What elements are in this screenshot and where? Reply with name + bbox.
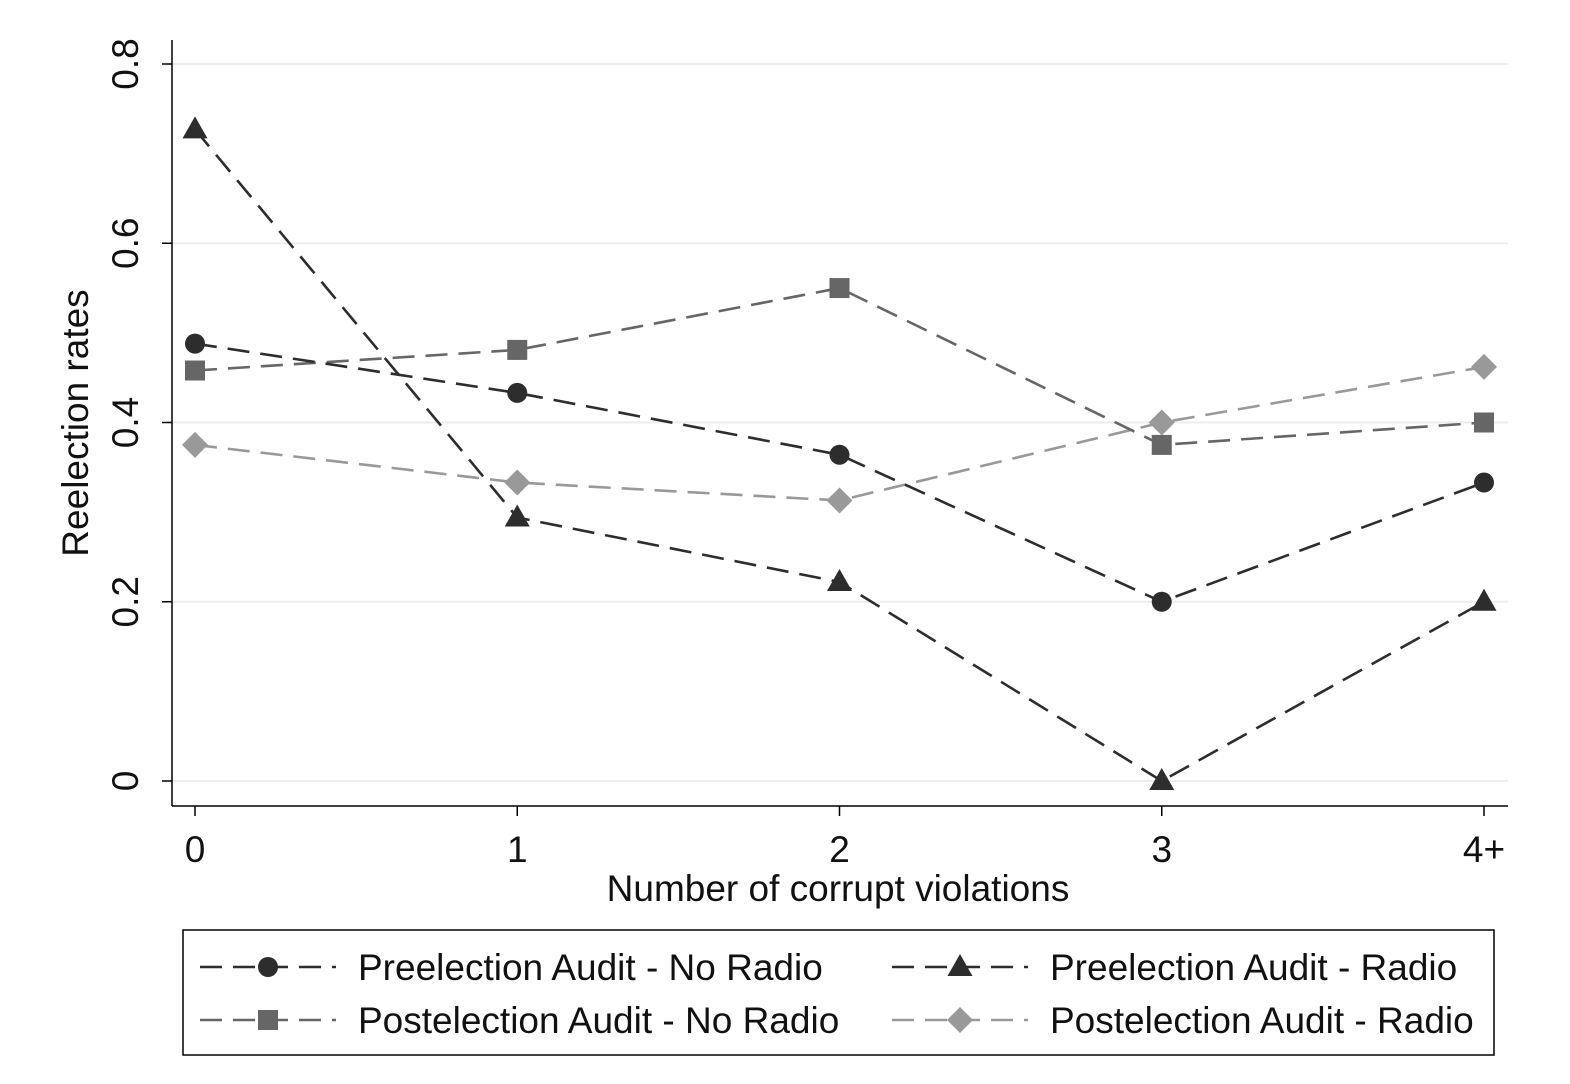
legend-label: Preelection Audit - Radio (1050, 947, 1457, 988)
data-point (1474, 472, 1494, 493)
data-point (1151, 591, 1172, 612)
x-tick-label: 0 (185, 829, 206, 870)
legend: Preelection Audit - No Radio Preelection … (182, 929, 1495, 1056)
legend-label: Postelection Audit - No Radio (358, 1000, 839, 1041)
data-point (1471, 353, 1497, 380)
data-point (827, 569, 852, 592)
legend-marker (258, 1010, 278, 1030)
y-tick-label: 0.2 (105, 576, 146, 627)
series-3 (185, 278, 1494, 455)
data-point (1149, 768, 1175, 790)
series-line (194, 365, 1485, 502)
data-point (1148, 409, 1175, 436)
legend-item: Postelection Audit - Radio (892, 1000, 1474, 1041)
series-line (194, 342, 1485, 604)
legend-marker (947, 954, 973, 976)
x-tick-label: 2 (829, 829, 850, 870)
x-tick-label: 3 (1151, 829, 1172, 870)
y-tick-label: 0 (105, 771, 146, 792)
data-point (182, 431, 208, 458)
series-line (194, 286, 1485, 447)
legend-box (182, 929, 1495, 1056)
legend-label: Preelection Audit - No Radio (358, 947, 823, 988)
data-point (1151, 434, 1172, 455)
gridlines (172, 63, 1508, 782)
series (182, 116, 1497, 790)
legend-item: Preelection Audit - No Radio (200, 947, 823, 988)
series-4 (182, 353, 1497, 514)
data-point (504, 469, 531, 496)
legend-item: Postelection Audit - No Radio (200, 1000, 839, 1041)
data-point (185, 360, 205, 381)
y-tick-label: 0.4 (105, 397, 146, 448)
data-point (829, 278, 850, 299)
legend-marker (258, 957, 278, 977)
ticks: 0 0.2 0.4 0.6 0.8 0 1 2 3 4+ (105, 38, 1505, 870)
x-axis-title: Number of corrupt violations (607, 868, 1070, 909)
series-1 (185, 333, 1494, 612)
legend-item: Preelection Audit - Radio (892, 947, 1457, 988)
series-2 (182, 116, 1497, 790)
y-axis-title: Reelection rates (55, 289, 96, 556)
x-tick-label: 1 (507, 829, 528, 870)
data-point (507, 382, 528, 403)
data-point (1474, 412, 1494, 433)
data-point (182, 116, 208, 139)
y-tick-label: 0.6 (105, 218, 146, 269)
legend-label: Postelection Audit - Radio (1050, 1000, 1474, 1041)
data-point (829, 444, 850, 465)
data-point (185, 333, 205, 354)
data-point (1471, 588, 1497, 611)
data-point (507, 339, 528, 360)
y-tick-label: 0.8 (105, 38, 146, 89)
data-point (504, 504, 530, 527)
x-tick-label: 4+ (1463, 829, 1505, 870)
data-point (826, 487, 853, 514)
legend-marker (947, 1007, 973, 1033)
